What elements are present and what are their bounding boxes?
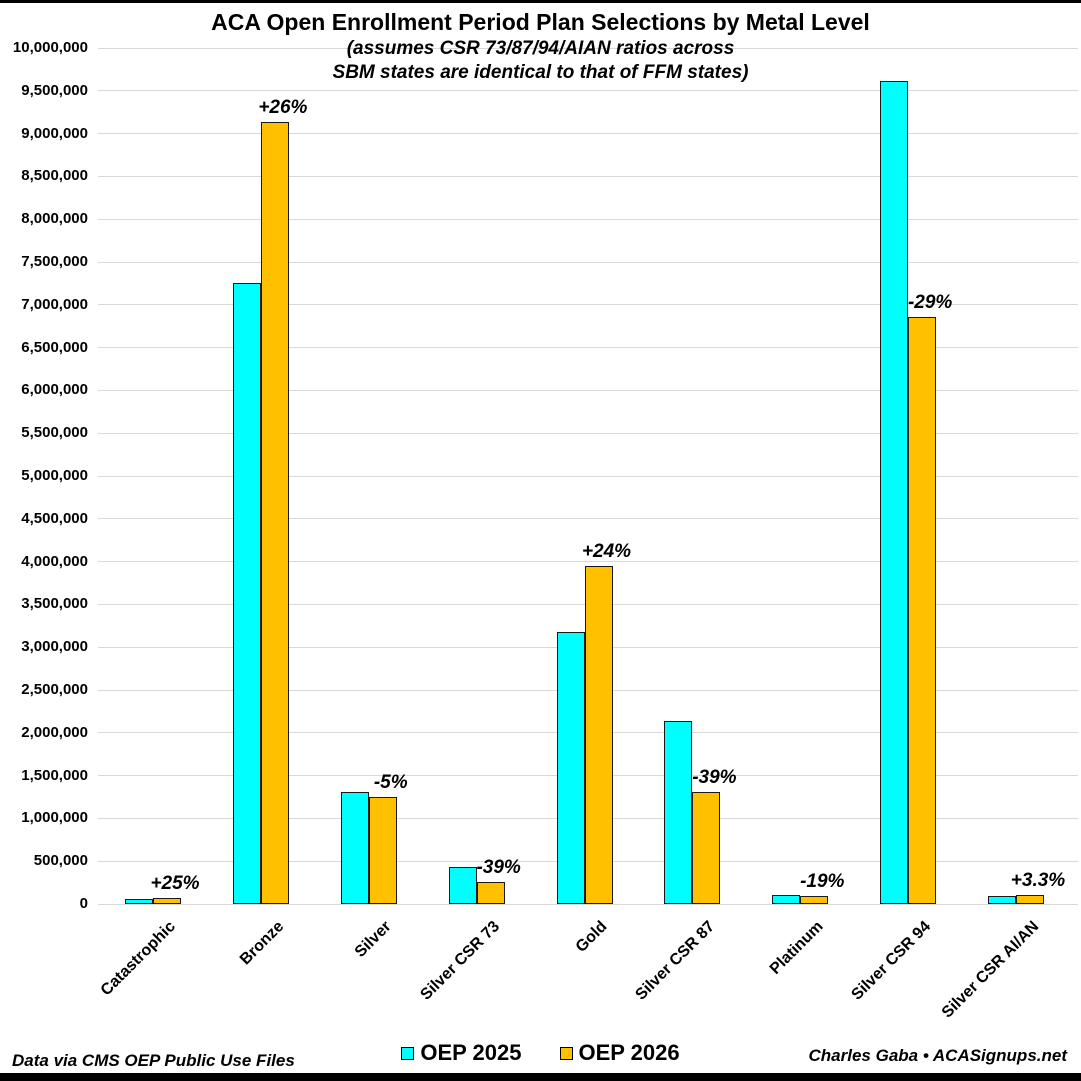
y-axis-tick-label: 5,500,000 <box>21 424 88 442</box>
gridline-y-0 <box>98 903 1078 905</box>
y-axis-tick-label: 10,000,000 <box>12 39 88 56</box>
data-source-note: Data via CMS OEP Public Use Files <box>12 1051 295 1070</box>
pct-change-label-gold: +24% <box>581 540 632 562</box>
legend-label-oep-2025: OEP 2025 <box>420 1040 522 1065</box>
y-axis-tick-label: 4,500,000 <box>21 509 88 527</box>
bar-oep-2026-platinum <box>800 896 829 904</box>
bar-oep-2026-catastrophic <box>153 898 181 904</box>
legend-item-oep-2026: OEP 2026 <box>559 1040 680 1065</box>
y-axis-tick-label: 4,000,000 <box>21 552 88 570</box>
x-axis-label-silver-csr-ai-an: Silver CSR AI/AN <box>938 918 1043 1022</box>
attribution-note: Charles Gaba • ACASignups.net <box>808 1046 1067 1065</box>
bar-oep-2025-silver-csr-73 <box>448 867 477 904</box>
y-axis-tick-label: 7,000,000 <box>21 295 88 313</box>
gridline-y-9500000 <box>98 90 1078 92</box>
bar-oep-2025-silver-csr-87 <box>664 720 693 904</box>
y-axis-tick-label: 9,500,000 <box>21 81 88 99</box>
x-axis-label-silver-csr-73: Silver CSR 73 <box>417 918 503 1004</box>
y-axis-tick-label: 6,500,000 <box>21 338 88 356</box>
pct-change-label-silver-csr-73: -39% <box>476 856 521 878</box>
chart-subtitle-line-2: SBM states are identical to that of FFM … <box>332 62 749 83</box>
bar-oep-2026-silver-csr-73 <box>476 881 505 904</box>
y-axis-tick-label: 6,000,000 <box>21 381 88 399</box>
y-axis-tick-label: 1,500,000 <box>21 766 88 784</box>
y-axis-tick-label: 5,000,000 <box>21 467 88 484</box>
gridline-y-10000000 <box>98 47 1078 49</box>
x-axis-label-silver-csr-94: Silver CSR 94 <box>848 918 935 1004</box>
pct-change-label-silver: -5% <box>373 772 408 794</box>
bar-oep-2026-gold <box>584 565 613 904</box>
bar-oep-2026-silver-csr-ai-an <box>1016 895 1044 904</box>
x-axis-label-catastrophic: Catastrophic <box>97 918 180 1000</box>
y-axis-tick-label: 2,500,000 <box>21 681 88 698</box>
top-border-rule <box>0 0 1081 3</box>
pct-change-label-platinum: -19% <box>800 871 845 893</box>
y-axis-tick-label: 9,000,000 <box>21 124 88 142</box>
pct-change-label-bronze: +26% <box>258 97 308 119</box>
gridline-y-7000000 <box>98 304 1078 306</box>
bar-oep-2025-silver <box>340 791 369 904</box>
bar-oep-2026-silver-csr-87 <box>692 792 721 904</box>
bar-oep-2026-silver-csr-94 <box>908 316 937 904</box>
x-axis-label-silver: Silver <box>351 918 395 961</box>
x-axis-label-platinum: Platinum <box>766 918 827 978</box>
legend-item-oep-2025: OEP 2025 <box>401 1040 522 1065</box>
legend-label-oep-2026: OEP 2026 <box>578 1040 680 1065</box>
y-axis-tick-label: 3,000,000 <box>21 638 88 656</box>
gridline-y-5000000 <box>98 475 1078 477</box>
gridline-y-6000000 <box>98 389 1078 391</box>
bar-oep-2026-silver <box>368 797 397 904</box>
bottom-border-rule <box>0 1073 1081 1081</box>
chart-subtitle-line-1: (assumes CSR 73/87/94/AIAN ratios across <box>346 38 735 59</box>
bar-oep-2025-gold <box>556 631 585 904</box>
y-axis-tick-label: 0 <box>79 895 88 912</box>
pct-change-label-silver-csr-87: -39% <box>692 767 737 789</box>
gridline-y-7500000 <box>98 261 1078 263</box>
chart-subtitle: (assumes CSR 73/87/94/AIAN ratios across… <box>0 37 1081 85</box>
pct-change-label-catastrophic: +25% <box>150 873 200 895</box>
y-axis-tick-label: 3,500,000 <box>21 595 88 613</box>
gridline-y-5500000 <box>98 432 1078 434</box>
gridline-y-4000000 <box>98 561 1078 563</box>
legend-swatch-oep-2025 <box>401 1046 415 1060</box>
x-axis-label-bronze: Bronze <box>236 918 287 969</box>
legend: OEP 2025 OEP 2026 <box>0 1038 1081 1068</box>
bar-oep-2025-platinum <box>772 894 801 904</box>
y-axis-tick-label: 500,000 <box>33 852 88 870</box>
bar-oep-2026-bronze <box>260 122 289 904</box>
bar-oep-2025-silver-csr-94 <box>880 81 909 904</box>
x-axis-label-gold: Gold <box>572 918 611 956</box>
pct-change-label-silver-csr-94: -29% <box>907 291 953 313</box>
chart-title: ACA Open Enrollment Period Plan Selectio… <box>211 9 870 35</box>
gridline-y-4500000 <box>98 518 1078 520</box>
y-axis-tick-label: 2,000,000 <box>21 723 88 741</box>
bar-oep-2025-catastrophic <box>125 899 153 904</box>
y-axis-tick-label: 1,000,000 <box>21 809 88 827</box>
bar-oep-2025-silver-csr-ai-an <box>988 895 1016 904</box>
legend-swatch-oep-2026 <box>559 1046 573 1060</box>
pct-change-label-silver-csr-ai-an: +3.3% <box>1010 870 1066 892</box>
x-axis-label-silver-csr-87: Silver CSR 87 <box>632 918 719 1004</box>
gridline-y-8000000 <box>98 218 1078 220</box>
y-axis-tick-label: 8,500,000 <box>21 167 88 185</box>
gridline-y-9000000 <box>98 133 1078 135</box>
y-axis-tick-label: 8,000,000 <box>21 210 88 228</box>
bar-oep-2025-bronze <box>232 283 261 904</box>
y-axis-tick-label: 7,500,000 <box>21 253 88 270</box>
gridline-y-8500000 <box>98 175 1078 177</box>
gridline-y-6500000 <box>98 347 1078 349</box>
